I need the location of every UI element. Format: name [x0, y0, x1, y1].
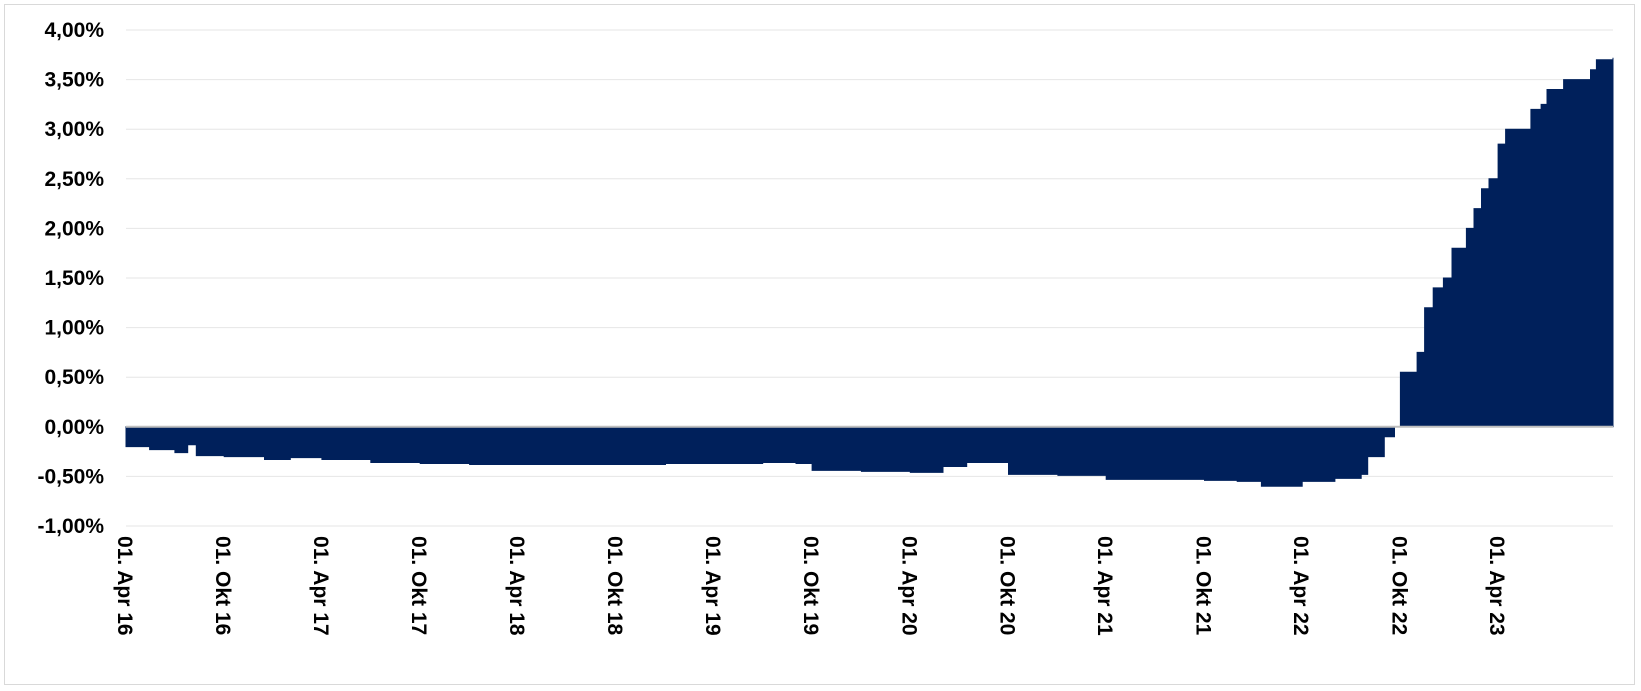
x-tick-label: 01. Apr 17: [309, 536, 332, 636]
x-tick-label: 01. Apr 22: [1289, 536, 1312, 636]
x-tick-label: 01. Okt 21: [1192, 536, 1215, 636]
x-tick-label: 01. Okt 20: [996, 536, 1019, 635]
y-tick-label: 2,00%: [44, 217, 104, 240]
y-tick-label: 3,50%: [44, 69, 104, 92]
x-tick-label: 01. Apr 20: [897, 536, 920, 636]
y-axis-tick-labels: 4,00% 3,50% 3,00% 2,50% 2,00% 1,50% 1,00% 0,50%…: [37, 19, 104, 538]
x-tick-label: 01. Apr 18: [505, 536, 528, 636]
chart-frame: [4, 4, 1635, 685]
x-tick-label: 01. Apr 16: [113, 536, 136, 636]
x-axis-tick-labels: 01. Apr 16 01. Okt 16 01. Apr 17 01. Okt 17…: [113, 536, 1508, 636]
x-tick-label: 01. Okt 18: [603, 536, 626, 636]
x-tick-label: 01. Okt 19: [799, 536, 822, 635]
x-tick-label: 01. Okt 17: [407, 536, 430, 635]
y-tick-label: -1,00%: [37, 515, 104, 538]
x-tick-label: 01. Apr 23: [1485, 536, 1508, 636]
series-area-path: [125, 57, 1614, 487]
x-tick-label: 01. Okt 22: [1387, 536, 1410, 635]
x-tick-label: 01. Okt 16: [211, 536, 234, 635]
series-area: [125, 57, 1614, 487]
y-tick-label: 1,00%: [44, 317, 104, 340]
x-tick-label: 01. Apr 19: [701, 536, 724, 636]
y-tick-label: 0,00%: [44, 416, 104, 439]
y-tick-label: 2,50%: [44, 168, 104, 191]
y-tick-label: 1,50%: [44, 267, 104, 290]
x-tick-label: 01. Apr 21: [1093, 536, 1116, 636]
y-tick-label: 3,00%: [44, 118, 104, 141]
y-tick-label: -0,50%: [37, 465, 104, 488]
y-tick-label: 0,50%: [44, 366, 104, 389]
y-tick-label: 4,00%: [44, 19, 104, 42]
